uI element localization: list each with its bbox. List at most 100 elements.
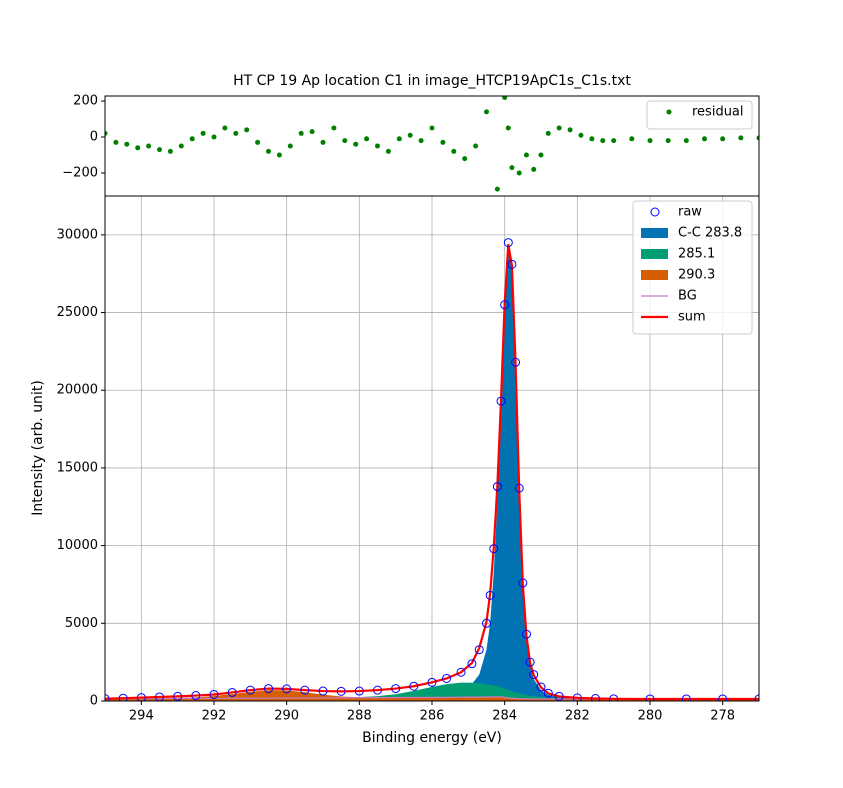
- raw-point: [474, 645, 484, 655]
- residual-point: [331, 125, 337, 131]
- raw-point: [511, 357, 521, 367]
- x-tick-label: 294: [129, 709, 154, 724]
- residual-point: [407, 132, 413, 138]
- residual-point: [353, 141, 359, 147]
- residual-point: [516, 170, 522, 176]
- x-axis-label: Binding energy (eV): [362, 730, 502, 746]
- y-tick-label: 5000: [65, 616, 98, 631]
- raw-point: [118, 693, 128, 701]
- residual-point: [738, 135, 744, 141]
- component-area: [105, 682, 759, 701]
- residual-point: [440, 139, 446, 145]
- raw-point: [427, 677, 437, 687]
- residual-point: [189, 136, 195, 142]
- legend-label: residual: [692, 105, 744, 120]
- residual-point: [473, 143, 479, 149]
- legend-marker: [650, 207, 660, 217]
- raw-point: [245, 685, 255, 695]
- residual-point: [385, 148, 391, 154]
- legend-label: sum: [678, 310, 706, 325]
- residual-point: [233, 130, 239, 136]
- raw-point: [191, 691, 201, 701]
- legend-label: raw: [678, 205, 702, 220]
- x-tick-label: 292: [202, 709, 227, 724]
- legend-label: 290.3: [678, 268, 715, 283]
- x-tick-label: 282: [565, 709, 590, 724]
- residual-point: [309, 129, 315, 135]
- residual-point: [287, 143, 293, 149]
- y-tick-label: 15000: [57, 460, 98, 475]
- raw-point: [391, 684, 401, 694]
- residual-point: [105, 130, 108, 136]
- residual-point: [665, 138, 671, 144]
- legend-swatch: [641, 270, 668, 280]
- residual-point: [113, 139, 119, 145]
- y-tick-label: 10000: [57, 538, 98, 553]
- x-tick-label: 278: [710, 709, 735, 724]
- residual-point: [702, 136, 707, 142]
- raw-point: [209, 689, 219, 699]
- residual-point: [589, 136, 595, 142]
- raw-point: [105, 694, 110, 701]
- plot-area: [105, 96, 759, 192]
- residual-point: [276, 152, 282, 158]
- residual-point: [600, 138, 606, 144]
- raw-point: [507, 259, 517, 269]
- raw-point: [554, 691, 564, 701]
- legend-box: [646, 100, 753, 130]
- residual-point: [418, 138, 424, 144]
- raw-point: [681, 694, 691, 701]
- residual-point: [578, 132, 584, 138]
- raw-point: [572, 693, 582, 701]
- raw-point: [442, 673, 452, 683]
- raw-point: [173, 691, 183, 701]
- residual-point: [523, 152, 529, 158]
- residual-point: [222, 125, 228, 131]
- residual-point: [538, 152, 544, 158]
- residual-point: [266, 148, 271, 154]
- raw-point: [514, 483, 524, 493]
- raw-point: [521, 629, 531, 639]
- residual-point: [545, 130, 551, 136]
- legend-label: C-C 283.8: [678, 226, 742, 241]
- plot-area: [105, 238, 759, 701]
- residual-point: [124, 141, 130, 147]
- raw-point: [536, 682, 546, 692]
- residual-point: [611, 138, 617, 144]
- residual-point: [531, 166, 537, 172]
- raw-point: [489, 544, 499, 554]
- raw-point: [754, 694, 759, 701]
- raw-point: [318, 686, 328, 696]
- y-tick-label: −200: [62, 165, 98, 180]
- residual-point: [135, 145, 141, 151]
- residual-point: [320, 139, 326, 145]
- residual-point: [429, 125, 435, 131]
- legend-swatch: [641, 228, 668, 238]
- raw-point: [645, 694, 655, 701]
- chart-title: HT CP 19 Ap location C1 in image_HTCP19A…: [233, 73, 631, 89]
- raw-point: [518, 578, 528, 588]
- residual-point: [375, 143, 380, 149]
- residual-point: [509, 165, 515, 171]
- residual-point: [167, 148, 173, 154]
- y-axis-label: Intensity (arb. unit): [30, 380, 46, 516]
- raw-point: [136, 693, 146, 701]
- y-tick-label: 30000: [57, 227, 98, 242]
- residual-point: [451, 148, 457, 154]
- y-tick-label: 0: [90, 694, 98, 709]
- raw-point: [264, 684, 273, 694]
- residual-point: [364, 136, 370, 142]
- line: [105, 696, 759, 700]
- raw-point: [609, 694, 619, 701]
- y-tick-label: 0: [90, 130, 98, 145]
- x-tick-label: 280: [638, 709, 663, 724]
- axes-frame: [104, 195, 760, 702]
- residual-point: [178, 143, 184, 149]
- residual-point: [629, 136, 635, 142]
- x-tick-label: 288: [347, 709, 372, 724]
- raw-point: [373, 685, 382, 695]
- raw-point: [496, 396, 506, 406]
- residual-point: [647, 138, 653, 144]
